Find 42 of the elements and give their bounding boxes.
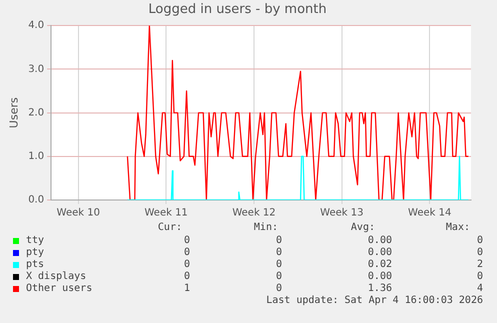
legend-label: Other users — [26, 283, 92, 294]
y-axis-title: Users — [7, 97, 20, 128]
legend-label: pts — [26, 259, 44, 270]
text: 0 — [476, 271, 483, 282]
text: 0 — [276, 271, 282, 282]
text: 0 — [184, 247, 190, 258]
text: Last update: Sat Apr 4 16:00:03 2026 — [266, 295, 483, 306]
y-tick-label: 2.0 — [28, 107, 44, 118]
legend-label: tty — [26, 235, 44, 246]
x-tick-label: Week 11 — [144, 208, 188, 219]
text: 0 — [276, 235, 282, 246]
text: 0 — [276, 247, 282, 258]
text: 1 — [184, 283, 190, 294]
text: Min: — [254, 222, 278, 233]
text: 0.00 — [368, 247, 392, 258]
text: 0.00 — [368, 235, 392, 246]
x-tick-label: Week 10 — [56, 208, 100, 219]
x-tick-label: Week 13 — [320, 208, 364, 219]
x-tick-label: Week 12 — [232, 208, 276, 219]
text: 0 — [476, 235, 483, 246]
text: 0 — [184, 271, 190, 282]
text: 1.36 — [368, 283, 392, 294]
y-tick-label: 1.0 — [28, 150, 44, 162]
text: 0 — [184, 235, 190, 246]
text: 0 — [184, 259, 190, 270]
text: 0.00 — [368, 271, 392, 282]
text: 0.02 — [368, 259, 392, 270]
text: Cur: — [158, 222, 182, 233]
text: 0 — [276, 283, 282, 294]
text: Avg: — [350, 222, 375, 233]
text: 4 — [476, 283, 483, 294]
y-tick-label: 0.0 — [28, 194, 44, 206]
legend-label: X displays — [26, 271, 86, 282]
text: 0 — [276, 259, 282, 270]
text: 2 — [476, 259, 483, 270]
chart-title: Logged in users - by month — [148, 2, 327, 18]
x-tick-label: Week 14 — [408, 208, 452, 219]
text: Max: — [446, 222, 470, 233]
text: 0 — [476, 247, 483, 258]
legend-label: pty — [26, 247, 44, 258]
y-tick-label: 3.0 — [28, 64, 44, 75]
y-tick-label: 4.0 — [28, 20, 44, 32]
